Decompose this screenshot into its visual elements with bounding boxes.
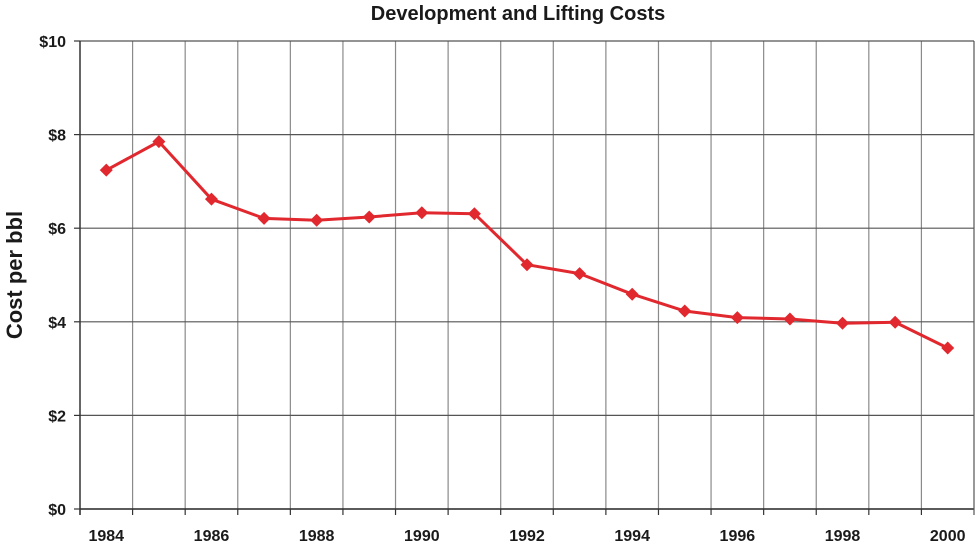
- x-tick-label: 1992: [509, 528, 545, 545]
- series-line: [105, 140, 949, 350]
- data-point-marker: [152, 135, 166, 149]
- x-tick-label: 1986: [194, 528, 230, 545]
- data-point-marker: [362, 210, 376, 224]
- data-point-marker: [625, 287, 639, 301]
- x-tick-label: 1990: [404, 528, 440, 545]
- data-point-marker: [888, 315, 902, 329]
- y-tick-label: $2: [48, 408, 66, 425]
- gridlines: [80, 40, 974, 510]
- y-tick-label: $4: [48, 315, 66, 332]
- y-tick-label: $0: [48, 502, 66, 519]
- x-tick-label: 1996: [720, 528, 756, 545]
- x-tick-label: 1994: [614, 528, 650, 545]
- data-point-marker: [310, 213, 324, 227]
- axes: [74, 40, 975, 515]
- data-point-marker: [678, 304, 692, 318]
- y-tick-labels: $0 $2 $4 $6 $8 $10: [39, 34, 66, 519]
- y-tick-label: $10: [39, 34, 66, 51]
- data-point-marker: [836, 316, 850, 330]
- y-tick-label: $8: [48, 128, 66, 145]
- chart-title: Development and Lifting Costs: [371, 3, 665, 25]
- data-point-marker: [783, 312, 797, 326]
- data-point-marker: [730, 311, 744, 325]
- data-point-marker: [520, 258, 534, 272]
- data-point-marker: [99, 163, 113, 177]
- data-point-marker: [467, 207, 481, 221]
- y-axis-label: Cost per bbl: [2, 211, 27, 339]
- x-tick-label: 1998: [825, 528, 861, 545]
- data-point-marker: [941, 341, 955, 355]
- y-tick-label: $6: [48, 221, 66, 238]
- x-tick-labels: 1984 1986 1988 1990 1992 1994 1996 1998 2000: [88, 528, 965, 545]
- data-point-marker: [204, 192, 218, 206]
- x-tick-label: 1984: [88, 528, 124, 545]
- x-tick-label: 1988: [299, 528, 335, 545]
- x-tick-label: 2000: [930, 528, 966, 545]
- data-point-marker: [415, 206, 429, 220]
- series-group: [99, 135, 955, 355]
- data-point-marker: [257, 211, 271, 225]
- data-point-marker: [573, 267, 587, 281]
